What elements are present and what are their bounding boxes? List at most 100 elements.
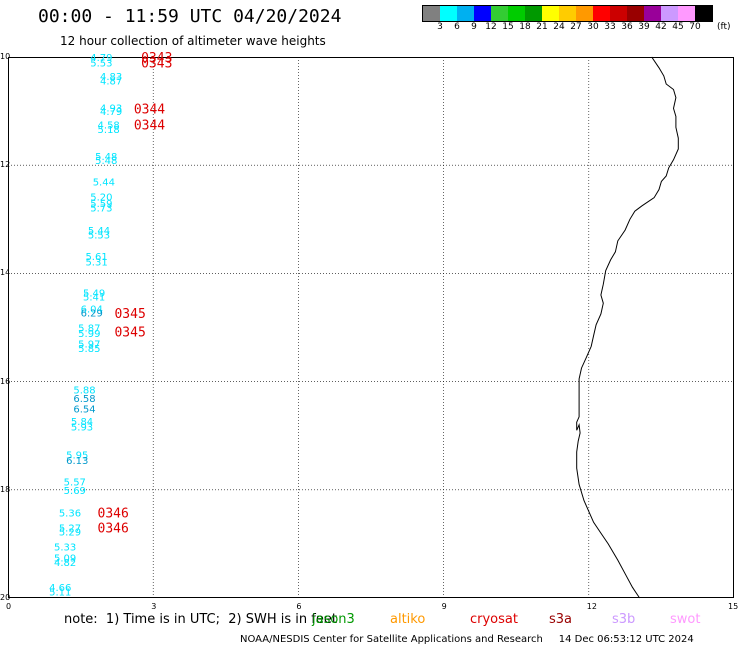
longitude-tick-label: 6 [296,602,302,611]
longitude-tick-label: 3 [151,602,157,611]
latitude-tick-label: 14 [0,268,11,278]
wave-height-label: 5.87 [78,324,100,335]
color-scale-label: 45 [672,22,684,32]
color-scale-label: 15 [502,22,514,32]
color-scale-label: 36 [621,22,633,32]
color-swatch [576,6,593,21]
color-scale-label: 6 [454,22,460,32]
color-scale-label: 30 [587,22,599,32]
wave-height-label: 4.58 [98,121,120,132]
color-scale-unit: (ft) [717,22,731,32]
color-scale-label: 42 [655,22,667,32]
map-frame [8,57,734,598]
satellite-legend-item: s3b [612,612,636,627]
color-scale-label: 24 [553,22,565,32]
color-scale-label: 27 [570,22,582,32]
credit-line: NOAA/NESDIS Center for Satellite Applica… [240,634,694,645]
wave-height-label: 5.53 [88,230,110,241]
wave-height-label: 6.58 [73,394,95,405]
color-scale-label: 9 [471,22,477,32]
color-swatch [610,6,627,21]
satellite-legend-item: cryosat [470,612,518,627]
wave-height-label: 5.48 [95,156,117,167]
wave-height-label: 4.83 [100,72,122,83]
wave-height-label: 5.57 [64,478,86,489]
map-subtitle: 12 hour collection of altimeter wave hei… [60,34,326,48]
latitude-tick-label: 20 [0,593,11,602]
longitude-tick-label: 15 [728,602,739,611]
color-scale-label: 70 [689,22,701,32]
color-scale-label: 18 [519,22,531,32]
pass-time-label: 0343 [141,51,172,66]
wave-height-label: 5.48 [95,152,117,163]
wave-height-label: 5.41 [83,293,105,304]
wave-height-label: 4.93 [100,103,122,114]
color-swatch [559,6,576,21]
latitude-tick-label: 18 [0,484,11,494]
pass-time-label: 0344 [134,119,165,134]
satellite-legend-item: s3a [549,612,573,627]
wave-height-label: 5.53 [90,58,112,69]
footnote: note: 1) Time is in UTC; 2) SWH is in fe… [64,612,337,627]
wave-height-label: 5.09 [54,553,76,564]
color-swatch [593,6,610,21]
wave-height-label: 5.88 [73,386,95,397]
wave-height-label: 5.18 [98,125,120,136]
wave-height-label: 5.27 [59,524,81,535]
color-scale-bar [422,5,713,22]
coastline [576,56,679,599]
graticule [8,57,734,598]
color-swatch [423,6,440,21]
wave-height-label: 5.33 [54,543,76,554]
wave-height-label: 5.93 [71,423,93,434]
satellite-legend-item: jason3 [312,612,355,627]
wave-height-label: 5.69 [64,486,86,497]
wave-height-label: 5.36 [59,509,81,520]
longitude-tick-label: 12 [586,602,597,611]
wave-height-label: 5.73 [90,203,112,214]
latitude-tick-label: 12 [0,160,11,170]
color-swatch [491,6,508,21]
color-scale-label: 39 [638,22,650,32]
longitude-tick-label: 0 [6,602,12,611]
color-swatch [457,6,474,21]
wave-height-label: 5.97 [78,340,100,351]
wave-height-label: 6.54 [73,405,95,416]
wave-height-label: 4.79 [90,53,112,64]
color-scale-label: 33 [604,22,616,32]
wave-height-label: 5.20 [90,193,112,204]
wave-height-label: 5.85 [78,344,100,355]
wave-height-label: 5.61 [85,252,107,263]
latitude-tick-label: 10 [0,52,11,61]
satellite-legend-item: altiko [390,612,426,627]
wave-height-label: 4.87 [100,76,122,87]
color-swatch [644,6,661,21]
latitude-tick-label: 16 [0,376,11,386]
pass-time-label: 0345 [114,325,145,340]
longitude-tick-label: 9 [441,602,447,611]
wave-height-label: 5.84 [71,417,93,428]
color-swatch [627,6,644,21]
wave-height-label: 5.11 [49,588,71,599]
color-scale-label: 12 [485,22,497,32]
wave-height-label: 5.59 [90,199,112,210]
color-swatch [508,6,525,21]
wave-height-label: 6.13 [66,456,88,467]
wave-height-label: 5.31 [85,257,107,268]
color-swatch [678,6,695,21]
color-swatch [661,6,678,21]
color-scale-label: 21 [536,22,548,32]
color-swatch [542,6,559,21]
pass-time-label: 0346 [98,507,129,522]
color-swatch [474,6,491,21]
color-scale-label: 3 [437,22,443,32]
color-swatch [525,6,542,21]
wave-height-label: 5.44 [93,177,115,188]
wave-height-label: 6.04 [81,305,103,316]
pass-time-label: 0344 [134,102,165,117]
wave-height-label: 5.49 [83,288,105,299]
wave-height-label: 6.29 [81,308,103,319]
wave-height-label: 5.95 [66,451,88,462]
wave-height-label: 5.99 [78,329,100,340]
wave-height-label: 4.66 [49,583,71,594]
